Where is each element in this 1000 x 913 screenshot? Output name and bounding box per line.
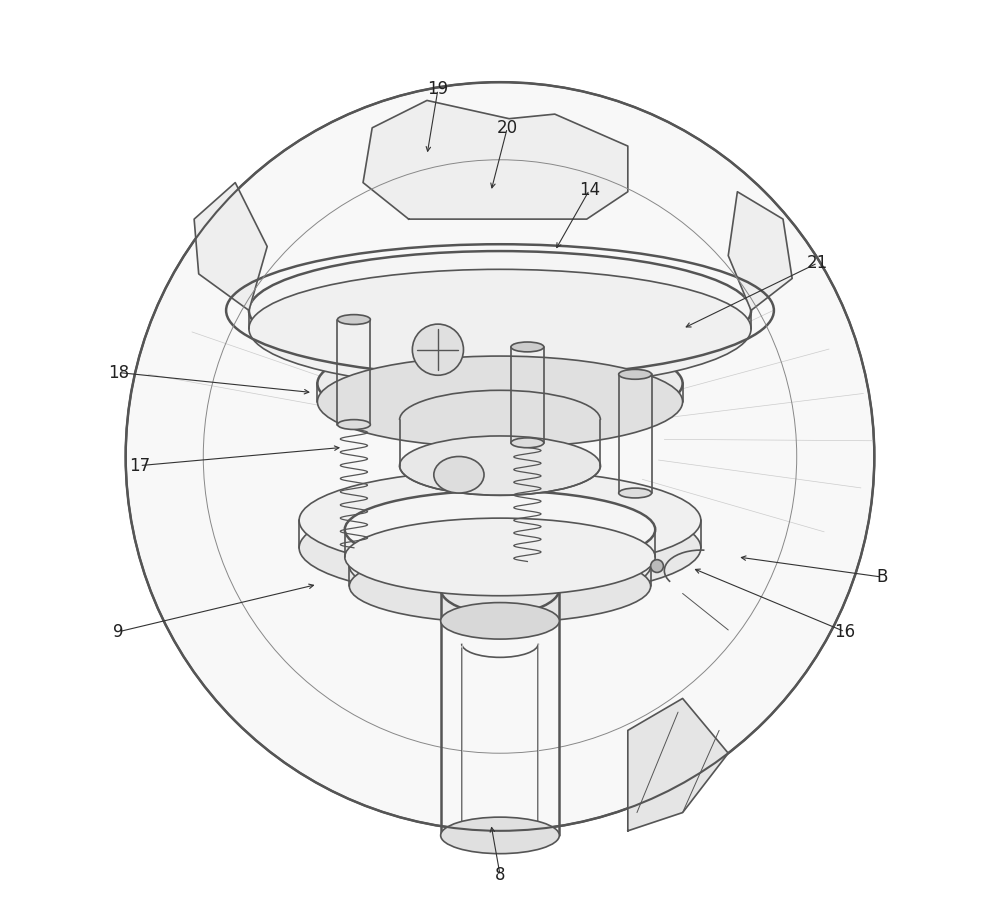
Polygon shape <box>194 183 267 310</box>
Ellipse shape <box>345 519 655 596</box>
Ellipse shape <box>441 603 559 639</box>
Text: 9: 9 <box>113 623 124 641</box>
Circle shape <box>651 560 663 572</box>
Ellipse shape <box>349 530 651 603</box>
Ellipse shape <box>317 338 683 429</box>
Ellipse shape <box>126 82 874 831</box>
Ellipse shape <box>434 456 484 493</box>
Ellipse shape <box>619 370 652 379</box>
Polygon shape <box>363 100 628 219</box>
Ellipse shape <box>317 356 683 447</box>
Text: 18: 18 <box>108 363 129 382</box>
Polygon shape <box>628 698 728 831</box>
Ellipse shape <box>345 491 655 568</box>
Ellipse shape <box>619 488 652 498</box>
Text: 8: 8 <box>495 866 505 884</box>
Text: 16: 16 <box>835 623 856 641</box>
Text: 20: 20 <box>497 119 518 137</box>
Ellipse shape <box>441 817 559 854</box>
Ellipse shape <box>249 251 751 370</box>
Ellipse shape <box>337 420 370 429</box>
Ellipse shape <box>400 436 600 495</box>
Text: 14: 14 <box>579 181 600 199</box>
Ellipse shape <box>299 498 701 598</box>
Circle shape <box>412 324 463 375</box>
Text: B: B <box>876 568 887 586</box>
Text: 21: 21 <box>807 254 828 272</box>
Polygon shape <box>728 192 792 310</box>
Ellipse shape <box>511 342 544 352</box>
Ellipse shape <box>249 269 751 388</box>
Ellipse shape <box>299 470 701 571</box>
Ellipse shape <box>337 315 370 324</box>
Ellipse shape <box>349 550 651 623</box>
Ellipse shape <box>511 438 544 447</box>
Text: 17: 17 <box>129 456 150 475</box>
Text: 19: 19 <box>427 80 448 99</box>
